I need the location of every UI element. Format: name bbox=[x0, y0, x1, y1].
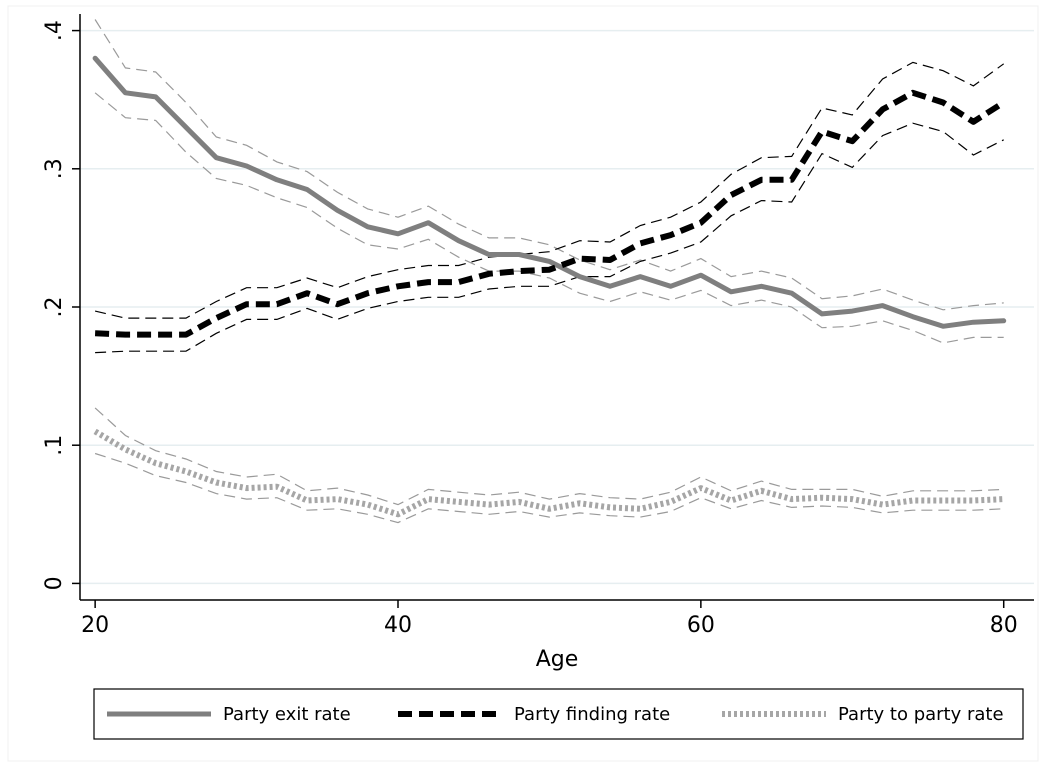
series-2-ci-lower-line bbox=[94, 452, 1004, 524]
legend-label-0: Party exit rate bbox=[223, 704, 351, 725]
series-2-line bbox=[93, 428, 1004, 518]
series-2-ci-upper-line bbox=[94, 407, 1004, 506]
series-lines bbox=[92, 55, 1007, 518]
ticks: 0 .1 .2 .3 .4 20 40 60 80 bbox=[42, 20, 1018, 638]
y-tick-label-4: .4 bbox=[42, 20, 67, 41]
series-1-line bbox=[94, 89, 1006, 338]
series-0-ci-lower-line bbox=[94, 92, 1004, 344]
x-tick-label-3: 80 bbox=[990, 613, 1018, 638]
x-tick-label-1: 40 bbox=[384, 613, 412, 638]
y-tick-label-0: 0 bbox=[42, 576, 67, 590]
series-0-line bbox=[92, 55, 1007, 329]
series-1-ci-lower-line bbox=[95, 122, 1004, 354]
y-tick-label-1: .1 bbox=[42, 435, 67, 456]
series-1-ci-upper-line bbox=[94, 61, 1005, 319]
y-tick-label-2: .2 bbox=[42, 297, 67, 318]
confidence-bands bbox=[94, 19, 1005, 524]
x-tick-label-0: 20 bbox=[81, 613, 109, 638]
series-0-ci-upper-line bbox=[94, 19, 1004, 311]
legend-label-1: Party finding rate bbox=[514, 704, 670, 725]
x-axis-title: Age bbox=[536, 647, 579, 672]
legend-label-2: Party to party rate bbox=[838, 704, 1004, 725]
legend-box bbox=[93, 688, 1024, 740]
legend: Party exit rate Party finding rate Party t… bbox=[93, 688, 1024, 740]
y-tick-label-3: .3 bbox=[42, 158, 67, 179]
figure-frame bbox=[7, 5, 1039, 762]
x-tick-label-2: 60 bbox=[687, 613, 715, 638]
